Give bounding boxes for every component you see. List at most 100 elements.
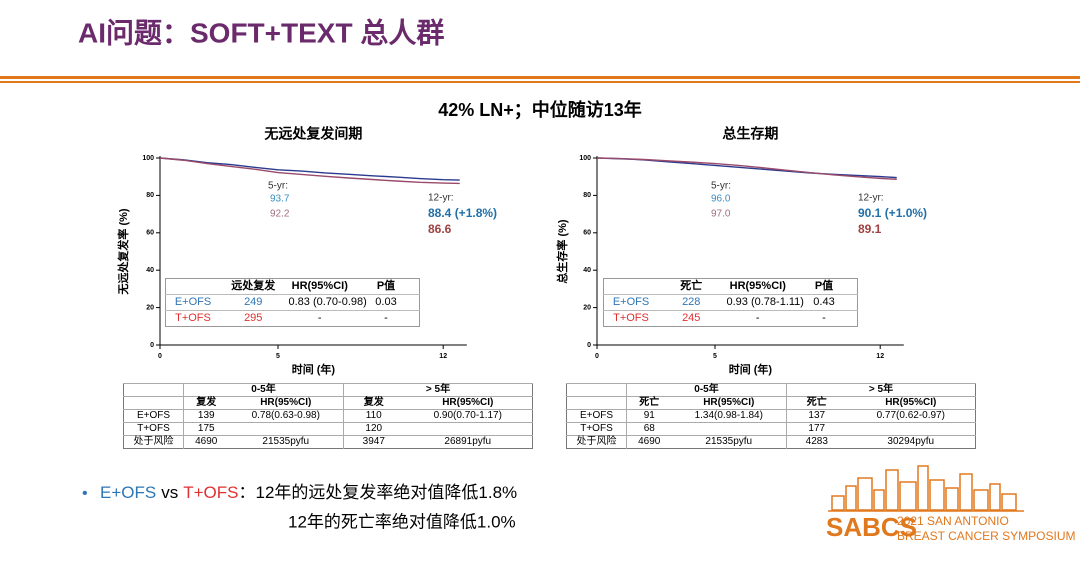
group-row: 0-5年 > 5年 [123,383,533,397]
table-cell: 3947 [343,435,404,449]
y-tick-label: 60 [146,230,154,237]
table-cell: - [353,310,420,327]
header-row: 死亡 HR(95%CI) 死亡 HR(95%CI) [566,396,976,410]
table-cell: - [286,310,353,327]
header-row: 复发 HR(95%CI) 复发 HR(95%CI) [123,396,533,410]
table-header: 远处复发 [231,280,276,292]
summary-table: 0-5年 > 5年 死亡 HR(95%CI) 死亡 HR(95%CI) E+OFS 91 1.3… [566,383,977,449]
row-label: T+OFS [165,310,220,327]
table-cell: 110 [343,409,404,423]
logo-text: BREAST CANCER SYMPOSIUM [897,529,1075,543]
table-cell: 4283 [786,435,847,449]
annotation: 88.4 (+1.8%) [428,206,497,220]
bullet-line: 12年的死亡率绝对值降低1.0% [288,512,516,531]
table-cell: 175 [183,422,229,436]
annotation: 93.7 [270,194,290,205]
table-header: 复发 [343,396,404,410]
row-label: T+OFS [603,310,658,327]
table-row: 处于风险 4690 21535pyfu 4283 30294pyfu [566,435,976,449]
y-tick-label: 40 [583,267,591,274]
table-cell: 228 [658,294,725,311]
table-header: HR(95%CI) [403,396,533,410]
row-label: E+OFS [603,294,658,311]
x-tick-label: 0 [595,353,599,360]
table-header: 死亡 [786,396,847,410]
chart-title: 无远处复发间期 [263,126,362,142]
logo-text: 2021 SAN ANTONIO [897,514,1009,528]
row-label: T+OFS [123,422,184,436]
y-tick-label: 100 [142,155,154,162]
summary-table: 0-5年 > 5年 复发 HR(95%CI) 复发 HR(95%CI) E+OFS 139 0.… [123,383,534,449]
table-cell: 177 [786,422,847,436]
y-axis-label: 总生存率 (%) [555,219,569,283]
y-tick-label: 100 [579,155,591,162]
row-label: E+OFS [566,409,627,423]
table-cell [228,422,344,436]
table-row: E+OFS 228 0.93 (0.78-1.11) 0.43 [603,294,858,311]
table-cell: 249 [220,294,287,311]
hr-table: 远处复发 HR(95%CI) P值 E+OFS 249 0.83 (0.70-0.98) 0… [165,278,420,327]
table-header: HR(95%CI) [291,280,348,292]
row-label: T+OFS [566,422,627,436]
chart-title: 总生存期 [722,126,778,142]
bullet-dot: • [82,485,88,502]
table-cell [566,396,627,410]
bullet-line: E+OFS vs T+OFS：12年的远处复发率绝对值降低1.8% [100,483,517,502]
table-header: HR(95%CI) [228,396,344,410]
table-cell: 120 [343,422,404,436]
table-cell: 0.43 [791,294,858,311]
table-cell: 1.34(0.98-1.84) [671,409,787,423]
y-tick-label: 60 [583,230,591,237]
annotation: 5-yr: [711,181,731,192]
table-row: T+OFS 175 120 [123,422,533,436]
logo-skyline [828,465,1024,512]
table-cell: 0.83 (0.70-0.98) [286,294,367,311]
table-cell: 30294pyfu [846,435,976,449]
table-header: P值 [814,280,834,292]
annotation: 97.0 [711,209,731,220]
survival-curve [596,157,897,181]
group-row: 0-5年 > 5年 [566,383,976,397]
x-tick-label: 0 [158,353,162,360]
x-axis-label: 时间 (年) [729,362,773,376]
hr-table: 死亡 HR(95%CI) P值 E+OFS 228 0.93 (0.78-1.11) 0.4… [603,278,858,327]
x-tick-label: 12 [876,353,884,360]
table-row: 远处复发 HR(95%CI) P值 [166,279,420,295]
table-cell: 139 [183,409,229,423]
rule [0,76,1080,79]
row-label: 处于风险 [123,435,184,449]
annotation: 12-yr: [858,193,884,204]
table-row: 处于风险 4690 21535pyfu 3947 26891pyfu [123,435,533,449]
table-row: T+OFS 295- - [165,310,420,327]
x-axis-label: 时间 (年) [292,362,336,376]
annotation: 89.1 [858,222,882,236]
table-cell: 91 [626,409,672,423]
group-header: 0-5年 [625,383,787,397]
logo-text: SABCS [826,512,917,542]
table-header: P值 [376,280,396,292]
table-cell: 21535pyfu [228,435,344,449]
table-cell: 68 [626,422,672,436]
table-cell: 0.03 [353,294,420,311]
table-cell [566,383,627,397]
table-cell [123,383,184,397]
annotation: 12-yr: [428,193,454,204]
table-cell: 295 [220,310,287,327]
table-cell: - [791,310,858,327]
table-cell: 26891pyfu [403,435,533,449]
row-label: E+OFS [123,409,184,423]
table-cell: 0.78(0.63-0.98) [228,409,344,423]
table-cell: 4690 [626,435,672,449]
row-label: E+OFS [165,294,220,311]
table-row: E+OFS 249 0.83 (0.70-0.98) 0.03 [165,294,420,311]
table-cell: 4690 [183,435,229,449]
annotation: 90.1 (+1.0%) [858,206,927,220]
subtitle: 42% LN+；中位随访13年 [438,99,642,120]
table-cell: 137 [786,409,847,423]
table-cell [604,279,659,295]
survival-curve [159,157,460,185]
table-header: 死亡 [626,396,672,410]
table-row: T+OFS 68 177 [566,422,976,436]
bullet-part: T+OFS [183,483,238,502]
